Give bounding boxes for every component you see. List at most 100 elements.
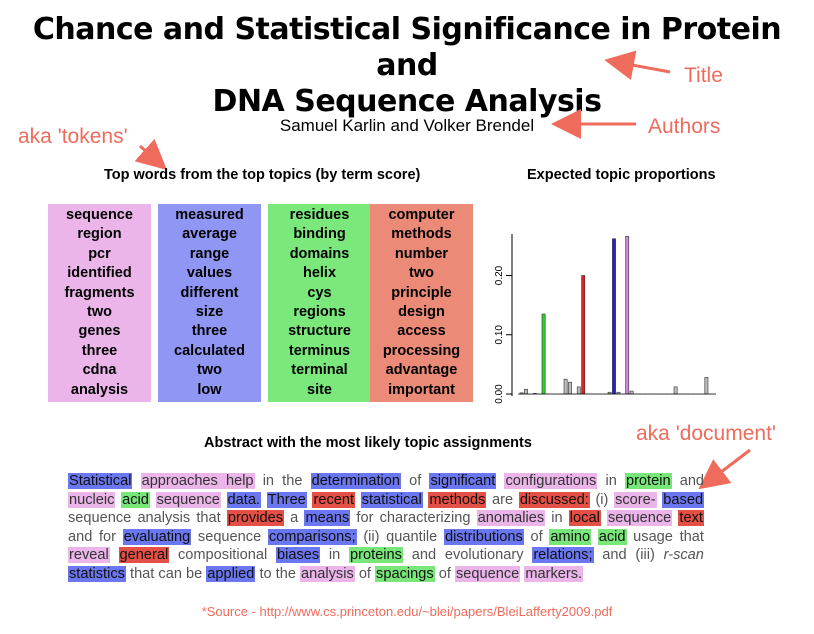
topic-word: analysis: [70, 381, 129, 398]
topic-word: values: [186, 265, 233, 282]
topic-word: design: [398, 304, 445, 321]
abstract-token: and for: [68, 528, 117, 545]
abstract-text: Statistical approaches help in the deter…: [68, 472, 705, 584]
abstract-token: that can be: [130, 565, 203, 582]
abstract-token: evaluating: [122, 528, 192, 545]
abstract-token: statistical: [360, 491, 423, 508]
abstract-token: relations;: [532, 547, 594, 564]
topic-word: two: [197, 362, 222, 379]
topic-word: low: [197, 381, 222, 398]
abstract-token: local: [568, 510, 601, 527]
abstract-token: sequence analysis: [68, 510, 191, 527]
abstract-token: a: [290, 510, 299, 527]
abstract-token: of: [409, 473, 422, 489]
topic-box-2: measured average range values different size t…: [158, 204, 261, 402]
abstract-token: based: [662, 491, 705, 508]
topic-bar: [581, 275, 586, 395]
title-line-2: DNA Sequence Analysis: [212, 84, 602, 119]
topic-bar: [673, 386, 678, 395]
topic-word: site: [307, 381, 332, 398]
topic-word: sequence: [66, 207, 133, 223]
abstract-token: recent: [312, 491, 356, 508]
abstract-token: analysis: [300, 565, 355, 582]
topic-word: fragments: [64, 284, 135, 301]
abstract-token: sequence: [197, 528, 262, 545]
topic-word: important: [388, 381, 455, 398]
abstract-token: sequence: [606, 510, 673, 527]
abstract-token: Statistical: [68, 473, 133, 489]
abstract-token: provides: [226, 510, 284, 527]
abstract-heading: Abstract with the most likely topic assi…: [204, 435, 532, 451]
abstract-token: spacings: [375, 565, 435, 582]
abstract-token: sequence: [454, 565, 521, 582]
y-tick-label: 0.10: [494, 325, 505, 345]
topic-word: terminal: [291, 362, 348, 379]
abstract-token: proteins: [349, 547, 403, 564]
topic-bar: [625, 236, 630, 395]
topic-word: three: [191, 323, 228, 340]
abstract-token: protein: [624, 473, 672, 489]
topic-word: identified: [67, 265, 132, 282]
topic-word: processing: [382, 342, 461, 359]
topic-word: helix: [302, 265, 337, 282]
title-arrow-icon: [604, 50, 671, 81]
abstract-token: methods: [428, 491, 487, 508]
abstract-token: text: [678, 510, 704, 527]
abstract-token: of: [358, 565, 371, 582]
abstract-token: compositional: [177, 547, 268, 564]
topic-word: advantage: [385, 362, 458, 379]
abstract-token: approaches help: [140, 473, 255, 489]
abstract-token: amino: [549, 528, 592, 545]
abstract-token: general: [118, 547, 170, 564]
abstract-token: in the: [262, 473, 303, 489]
y-tick-label: 0.00: [494, 384, 505, 404]
topic-word: methods: [391, 226, 452, 243]
topic-word: pcr: [88, 245, 111, 262]
source-citation: *Source - http://www.cs.princeton.edu/~b…: [201, 604, 613, 619]
abstract-token: means: [304, 510, 351, 527]
abstract-token: are: [492, 491, 514, 508]
topic-box-1: sequence region pcr identified fragments two g…: [48, 204, 151, 402]
abstract-token: to the: [259, 565, 296, 582]
y-ticks: 0.00 0.10 0.20: [494, 265, 512, 404]
abstract-token: that: [196, 510, 221, 527]
abstract-token: Three: [266, 491, 307, 508]
authors: Samuel Karlin and Volker Brendel: [279, 116, 535, 135]
topic-bar: [568, 381, 572, 395]
abstract-token: reveal: [68, 547, 110, 564]
abstract-token: anomalies: [476, 510, 546, 527]
topic-word: cdna: [82, 362, 117, 379]
abstract-token: markers.: [524, 565, 584, 582]
topic-bar: [576, 386, 581, 395]
topic-bar: [541, 313, 546, 395]
abstract-token: usage that: [633, 528, 704, 545]
topic-word: cys: [307, 284, 332, 301]
y-tick-label: 0.20: [494, 265, 505, 285]
abstract-token: sequence: [155, 491, 221, 508]
topic-word: average: [182, 226, 237, 243]
topic-word: calculated: [174, 342, 245, 359]
topic-word: measured: [175, 207, 244, 223]
topic-word: terminus: [288, 342, 351, 359]
topic-word: different: [180, 284, 239, 301]
topic-word: domains: [289, 245, 350, 262]
topic-word: two: [409, 265, 434, 282]
abstract-token: biases: [275, 547, 321, 564]
document-arrow-icon: [698, 448, 751, 490]
abstract-token: data.: [226, 491, 261, 508]
abstract-token: and evolutionary: [411, 547, 524, 564]
abstract-token: and (iii): [602, 547, 655, 564]
abstract-token: acid: [597, 528, 627, 545]
topic-bar: [524, 388, 528, 395]
topic-word: genes: [78, 323, 121, 340]
topic-box-4: computer methods number two principle design a…: [370, 204, 473, 402]
topic-bar: [629, 390, 634, 395]
abstract-token: distributions: [443, 528, 524, 545]
topic-word: region: [77, 226, 122, 243]
abstract-token: (ii) quantile: [363, 528, 438, 545]
abstract-token: discussed:: [518, 491, 590, 508]
proportions-heading: Expected topic proportions: [527, 167, 716, 183]
abstract-token: applied: [206, 565, 256, 582]
topic-bar: [563, 378, 568, 395]
